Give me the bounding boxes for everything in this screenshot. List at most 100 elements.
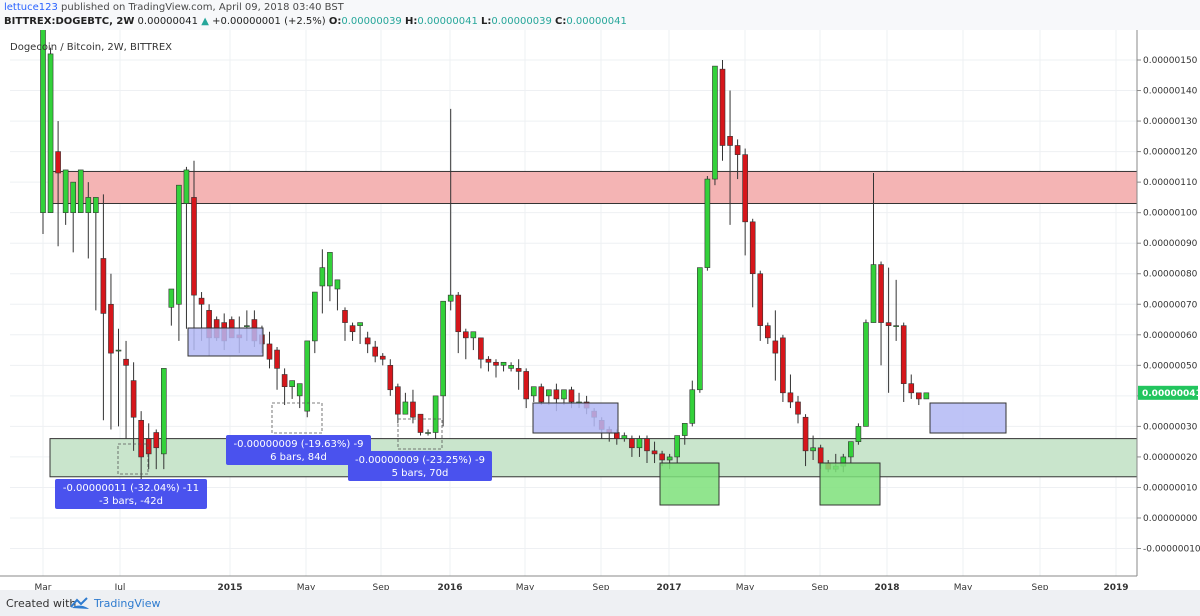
candle-body-down — [734, 145, 741, 155]
time-axis[interactable]: Mar Jul 2015 May Sep 2016 May Sep 2017 May Sep 2018… — [35, 583, 1129, 590]
low-label: L: — [481, 16, 492, 27]
candle-body-down — [757, 273, 764, 326]
publish-line: lettuce123 published on TradingView.com,… — [4, 2, 344, 13]
candle-body-up — [447, 294, 454, 302]
candle — [719, 60, 726, 161]
candle — [85, 182, 92, 259]
candle — [546, 389, 552, 406]
candle-body-down — [885, 322, 892, 326]
candle-body-up — [168, 288, 175, 308]
candle — [176, 184, 182, 341]
measure-label-line1: -0.00000009 (-19.63%) -9 — [234, 439, 364, 450]
candle — [455, 292, 462, 354]
candle-body-down — [772, 340, 779, 354]
price-chart[interactable]: -0.00000011 (-32.04%) -11-3 bars, -42d-0… — [0, 30, 1200, 590]
high-value: 0.00000041 — [417, 16, 478, 27]
candle-body-down — [349, 325, 356, 333]
x-tick-label: Sep — [1032, 583, 1049, 590]
candle — [651, 441, 658, 464]
candle-body-down — [908, 383, 915, 394]
candle — [55, 121, 61, 247]
candle — [863, 319, 869, 427]
candle-body-down — [153, 432, 160, 449]
candle-body-down — [651, 450, 658, 455]
candle — [410, 389, 416, 424]
candle — [40, 30, 46, 235]
candle-body-down — [108, 303, 114, 354]
measure-label-line2: 6 bars, 84d — [270, 452, 327, 463]
candle — [372, 340, 379, 363]
candle-body-up — [689, 389, 696, 424]
candle-body-down — [138, 419, 144, 458]
candle-body-down — [817, 447, 824, 464]
x-tick-label: 2019 — [1103, 583, 1128, 590]
candle — [364, 331, 371, 354]
candle-body-down — [485, 358, 492, 363]
candle-body-down — [130, 380, 137, 418]
symbol-label[interactable]: BITTREX:DOGEBTC, 2W — [4, 16, 135, 27]
footer-bar: Created with TradingView — [0, 590, 1200, 616]
candle-body-down — [364, 337, 371, 345]
candle-body-down — [462, 331, 469, 339]
candle-body-down — [198, 297, 205, 305]
candle — [923, 392, 930, 400]
candle-body-down — [795, 401, 801, 415]
candle-body-down — [568, 389, 575, 403]
candle — [764, 322, 771, 344]
candle-body-down — [629, 438, 635, 449]
candle-body-up — [40, 30, 46, 213]
candle — [311, 291, 318, 354]
candle-body-up — [327, 252, 333, 287]
candle-body-up — [636, 438, 643, 449]
candle-body-down — [878, 264, 884, 323]
candle-body-up — [530, 386, 537, 397]
author-link[interactable]: lettuce123 — [4, 2, 58, 13]
open-value: 0.00000039 — [341, 16, 402, 27]
close-label: C: — [555, 16, 567, 27]
candle — [508, 362, 514, 372]
candle-body-down — [719, 68, 726, 146]
y-tick-label: 0.00000130 — [1143, 117, 1198, 127]
candle — [485, 356, 492, 372]
candle — [523, 368, 530, 409]
candle — [77, 169, 84, 213]
candle — [500, 361, 507, 372]
candle-body-up — [183, 169, 190, 204]
candle-body-up — [666, 456, 673, 461]
candle — [168, 288, 175, 326]
price-tag-bg — [1138, 385, 1198, 400]
candle — [402, 392, 409, 415]
candle-body-up — [440, 300, 446, 397]
tradingview-link[interactable]: TradingView — [94, 597, 161, 610]
candle-body-up — [681, 423, 688, 436]
candle-body-down — [780, 337, 786, 394]
x-tick-label: May — [954, 583, 973, 590]
candle-body-down — [379, 355, 386, 360]
header-bar: lettuce123 published on TradingView.com,… — [0, 0, 1200, 30]
candle — [848, 441, 854, 464]
candle — [447, 108, 454, 311]
candle — [636, 435, 643, 457]
price-axis[interactable]: 0.00000150 0.00000140 0.00000130 0.00000120… — [1137, 56, 1200, 555]
candle — [281, 368, 288, 406]
y-tick-label: 0.00000100 — [1143, 209, 1198, 219]
candle — [772, 310, 779, 381]
candle — [349, 322, 356, 341]
candle — [319, 249, 326, 314]
candle — [191, 160, 197, 351]
candle-body-up — [712, 65, 718, 180]
candle — [145, 423, 152, 470]
x-tick-label: May — [297, 583, 316, 590]
measure-label: -0.00000009 (-19.63%) -9 6 bars, 84d — [226, 435, 371, 465]
x-tick-label: 2016 — [437, 583, 462, 590]
low-value: 0.00000039 — [491, 16, 552, 27]
created-with-text: Created with — [6, 597, 77, 610]
grid-lines — [10, 30, 1137, 576]
y-tick-label: 0.00000070 — [1143, 300, 1198, 310]
candle-body-up — [425, 432, 431, 434]
x-tick-label: May — [516, 583, 535, 590]
candle-body-up — [77, 169, 84, 213]
candle-body-down — [764, 325, 771, 339]
candle-body-up — [296, 383, 303, 397]
candle-body-up — [357, 322, 363, 326]
